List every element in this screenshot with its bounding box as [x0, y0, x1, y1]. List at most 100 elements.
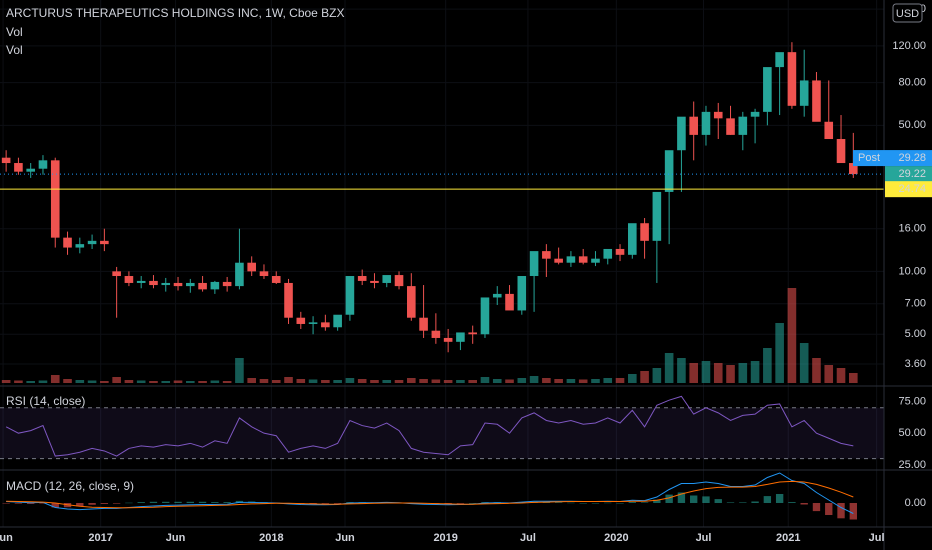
candle-body	[50, 160, 60, 238]
candle-body	[112, 271, 121, 277]
macd-histogram	[837, 503, 845, 519]
macd-histogram	[554, 502, 563, 504]
volume-bar	[87, 380, 97, 383]
rsi-line	[5, 395, 854, 457]
macd-histogram	[186, 501, 194, 504]
volume-bar	[542, 378, 551, 383]
plot-area	[0, 0, 884, 527]
candle-body	[701, 111, 711, 135]
signal-line	[6, 480, 854, 509]
volume-bar	[763, 348, 772, 383]
volume-bar	[603, 378, 613, 383]
chart-title: ARCTURUS THERAPEUTICS HOLDINGS INC, 1W, …	[6, 6, 345, 20]
volume-bar	[357, 379, 367, 383]
candle-body	[210, 281, 220, 290]
macd-histogram	[174, 501, 182, 504]
macd-histogram	[677, 492, 686, 504]
volume-label: Vol	[6, 25, 23, 39]
candle-body	[763, 67, 772, 112]
y-tick-label: 80.00	[898, 77, 926, 89]
macd-histogram	[76, 503, 84, 507]
volume-bar	[321, 380, 330, 383]
volume-bar	[308, 379, 318, 383]
x-tick-label: Jun	[335, 532, 355, 544]
candle-body	[505, 293, 514, 311]
volume-bar	[1, 380, 11, 383]
rsi-tick-label: 75.00	[898, 395, 926, 407]
volume-bar	[529, 376, 539, 383]
candle-body	[652, 191, 662, 241]
volume-bar	[26, 381, 35, 383]
candle-body	[738, 116, 748, 135]
macd-histogram	[665, 494, 673, 504]
volume-bar	[431, 379, 441, 383]
macd-histogram	[812, 503, 821, 512]
candle-body	[750, 111, 760, 117]
macd-histogram	[125, 502, 133, 504]
volume-bar	[664, 353, 674, 383]
candle-body	[321, 322, 330, 328]
candle-body	[259, 271, 269, 277]
candle-body	[591, 258, 600, 263]
volume-bar	[63, 379, 72, 383]
macd-histogram	[628, 502, 636, 504]
volume-bar	[787, 288, 797, 383]
volume-bar	[235, 358, 244, 383]
volume-bar	[775, 323, 784, 383]
y-tick-label: 3.60	[905, 358, 926, 370]
candle-body	[284, 282, 293, 318]
y-tick-label: 10.00	[898, 265, 926, 277]
macd-histogram	[211, 502, 219, 504]
candle-body	[296, 317, 306, 324]
macd-histogram	[88, 503, 96, 505]
candle-body	[407, 286, 416, 318]
macd-histogram	[198, 501, 207, 504]
post-label-box	[853, 150, 932, 167]
volume-bar	[628, 374, 637, 383]
x-tick-label: Jul	[696, 532, 712, 544]
candle-body	[603, 248, 613, 259]
y-tick-label: 7.00	[905, 298, 926, 310]
x-tick-label: Jul	[520, 532, 536, 544]
macd-histogram	[137, 502, 145, 504]
candle-body	[333, 314, 342, 328]
candle-body	[775, 52, 784, 68]
candle-body	[63, 237, 72, 248]
volume-bar	[186, 381, 195, 383]
volume-bar	[591, 379, 600, 383]
volume-bar	[345, 378, 355, 383]
volume-bar	[259, 379, 269, 383]
volume-bar	[713, 363, 723, 383]
macd-histogram	[333, 503, 342, 504]
volume-bar	[173, 380, 183, 383]
volume-bar	[443, 380, 453, 383]
candle-body	[615, 248, 625, 255]
macd-histogram	[2, 503, 10, 504]
volume-bar	[370, 380, 379, 383]
macd-histogram	[149, 501, 158, 504]
macd-histogram	[616, 503, 624, 504]
volume-bar	[271, 380, 281, 383]
macd-histogram	[714, 499, 722, 504]
macd-histogram	[800, 503, 808, 505]
candle-body	[222, 281, 232, 287]
rsi-band	[0, 407, 884, 459]
macd-histogram	[751, 501, 759, 504]
volume-bar	[836, 368, 846, 383]
volume-bar	[198, 381, 207, 383]
macd-histogram	[112, 503, 121, 504]
volume-bar	[517, 378, 527, 383]
volume-bar	[333, 380, 342, 383]
currency-box	[892, 3, 923, 23]
x-tick-label: 2017	[88, 532, 112, 544]
macd-histogram	[27, 503, 35, 504]
candle-body	[554, 258, 563, 263]
macd-histogram	[640, 502, 649, 504]
macd-line	[6, 472, 854, 514]
candle-body	[799, 80, 809, 106]
volume-bar	[468, 380, 477, 383]
candle-body	[198, 282, 207, 290]
candle-body	[566, 256, 576, 263]
candle-body	[14, 163, 23, 172]
currency: USD	[896, 8, 919, 20]
